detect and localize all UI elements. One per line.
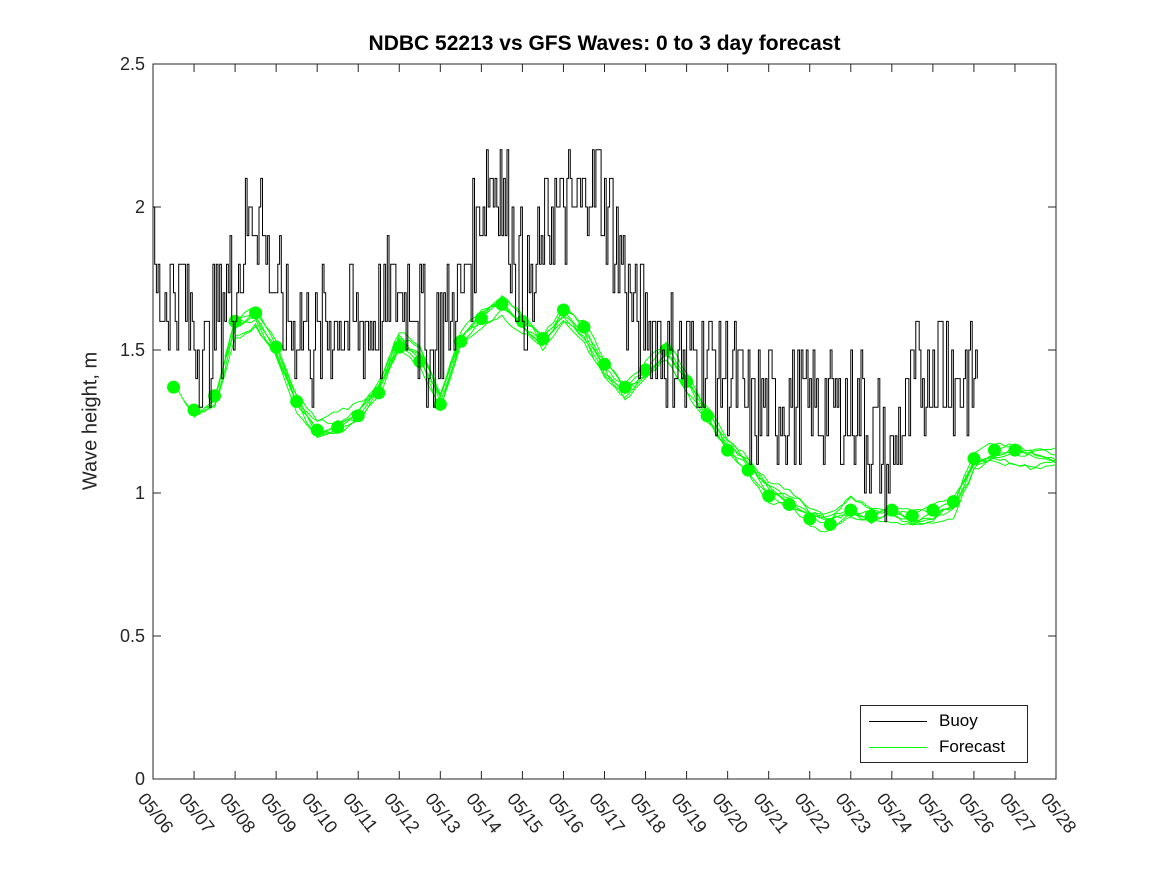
forecast-line bbox=[193, 301, 1057, 525]
legend: Buoy Forecast bbox=[860, 705, 1028, 763]
x-tick-label: 05/27 bbox=[996, 789, 1039, 837]
forecast-marker bbox=[310, 423, 324, 437]
forecast-marker bbox=[926, 503, 940, 517]
legend-swatch-forecast bbox=[869, 746, 927, 748]
x-tick-label: 05/28 bbox=[1037, 789, 1080, 837]
buoy-line bbox=[153, 149, 978, 523]
forecast-marker bbox=[598, 357, 611, 371]
forecast-marker bbox=[290, 394, 304, 408]
forecast-line bbox=[214, 314, 1057, 527]
forecast-marker bbox=[803, 512, 817, 526]
forecast-marker bbox=[187, 403, 201, 417]
forecast-marker bbox=[721, 443, 735, 457]
forecast-marker bbox=[372, 386, 386, 400]
x-tick-label: 05/09 bbox=[257, 789, 300, 837]
forecast-marker bbox=[618, 380, 632, 394]
forecast-marker bbox=[167, 380, 181, 394]
forecast-marker bbox=[782, 497, 796, 511]
forecast-marker bbox=[885, 503, 899, 517]
forecast-marker bbox=[1008, 443, 1022, 457]
forecast-marker bbox=[762, 489, 776, 503]
forecast-marker bbox=[351, 409, 365, 423]
forecast-marker bbox=[577, 320, 591, 334]
legend-swatch-buoy bbox=[869, 720, 927, 722]
forecast-marker bbox=[823, 517, 837, 531]
x-tick-label: 05/13 bbox=[421, 789, 464, 837]
x-tick-label: 05/26 bbox=[955, 789, 998, 837]
y-tick-label: 0.5 bbox=[120, 626, 145, 646]
x-tick-label: 05/24 bbox=[873, 789, 916, 837]
x-tick-label: 05/17 bbox=[585, 789, 628, 837]
forecast-marker bbox=[864, 509, 878, 523]
forecast-marker bbox=[495, 297, 509, 311]
y-tick-label: 1.5 bbox=[120, 340, 145, 360]
x-tick-label: 05/25 bbox=[914, 789, 957, 837]
forecast-marker bbox=[556, 303, 570, 317]
forecast-marker bbox=[269, 340, 283, 354]
legend-item-buoy: Buoy bbox=[869, 711, 978, 731]
forecast-marker bbox=[639, 363, 653, 377]
forecast-marker bbox=[741, 463, 755, 477]
x-tick-label: 05/10 bbox=[298, 789, 341, 837]
forecast-marker bbox=[946, 495, 960, 509]
forecast-line bbox=[183, 303, 1057, 526]
forecast-marker bbox=[249, 306, 263, 320]
x-tick-label: 05/20 bbox=[708, 789, 751, 837]
y-tick-label: 2 bbox=[135, 197, 145, 217]
x-tick-label: 05/14 bbox=[462, 789, 505, 837]
plot-frame bbox=[152, 63, 1057, 780]
forecast-marker bbox=[331, 420, 345, 434]
forecast-marker bbox=[987, 443, 1001, 457]
x-tick-label: 05/11 bbox=[339, 789, 382, 836]
forecast-marker bbox=[392, 340, 406, 354]
legend-item-forecast: Forecast bbox=[869, 737, 1005, 757]
forecast-marker bbox=[905, 509, 919, 523]
forecast-marker bbox=[844, 503, 858, 517]
x-tick-label: 05/06 bbox=[134, 789, 177, 837]
x-tick-label: 05/15 bbox=[503, 789, 546, 837]
x-tick-label: 05/22 bbox=[791, 789, 834, 837]
x-tick-label: 05/23 bbox=[832, 789, 875, 837]
x-tick-label: 05/18 bbox=[626, 789, 669, 837]
forecast-marker bbox=[454, 334, 468, 348]
forecast-marker bbox=[536, 332, 550, 346]
forecast-marker bbox=[700, 409, 714, 423]
y-tick-label: 2.5 bbox=[120, 54, 145, 74]
x-tick-label: 05/07 bbox=[175, 789, 218, 837]
x-tick-label: 05/16 bbox=[544, 789, 587, 837]
y-tick-label: 1 bbox=[135, 483, 145, 503]
x-tick-label: 05/12 bbox=[380, 789, 423, 837]
forecast-marker bbox=[967, 452, 981, 466]
legend-label-buoy: Buoy bbox=[939, 711, 978, 730]
forecast-marker bbox=[208, 389, 222, 403]
y-tick-label: 0 bbox=[135, 769, 145, 789]
forecast-marker bbox=[474, 312, 488, 326]
forecast-marker bbox=[433, 397, 447, 411]
legend-label-forecast: Forecast bbox=[939, 737, 1006, 756]
chart-title: NDBC 52213 vs GFS Waves: 0 to 3 day fore… bbox=[368, 32, 841, 55]
x-tick-label: 05/21 bbox=[750, 789, 793, 837]
x-tick-label: 05/19 bbox=[667, 789, 710, 837]
x-tick-label: 05/08 bbox=[216, 789, 259, 837]
